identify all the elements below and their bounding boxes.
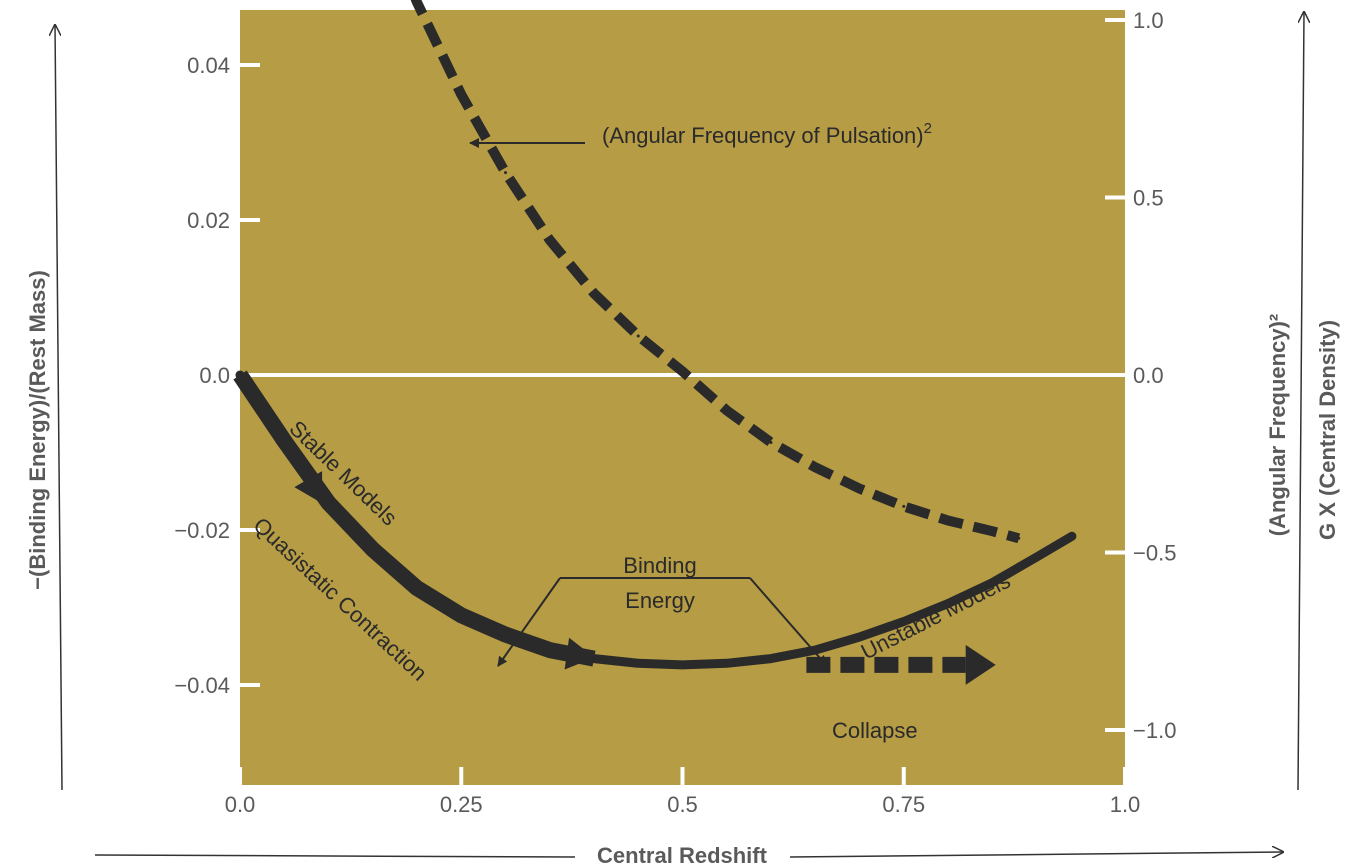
x-axis-title: Central Redshift (597, 843, 768, 868)
collapse-arrowhead (965, 644, 996, 685)
direction-arrow-stable (294, 471, 323, 504)
series-point-angular-frequency (902, 504, 906, 508)
y-right-tick-label: −1.0 (1133, 718, 1176, 743)
binding-pointer-left (497, 577, 561, 667)
series-point-binding-energy (1035, 555, 1038, 559)
direction-arrow-quasistatic (564, 637, 595, 670)
series-point-angular-frequency (415, 0, 419, 4)
series-point-binding-energy (282, 439, 286, 443)
y-right-tick-label: 0.0 (1133, 363, 1164, 388)
annotation-pulsation-text: (Angular Frequency of Pulsation) (602, 123, 924, 148)
series-point-binding-energy (1070, 534, 1074, 538)
y-right-tick-label: 1.0 (1133, 8, 1164, 33)
series-point-binding-energy (769, 657, 773, 661)
y-left-axis-title: −(Binding Energy)/(Rest Mass) (25, 270, 50, 590)
y-right-axis-title-2: G X (Central Density) (1315, 320, 1340, 540)
series-point-angular-frequency (548, 238, 552, 242)
series-point-binding-energy (636, 661, 640, 665)
series-point-binding-energy (548, 648, 552, 652)
x-axis-arrow-right (789, 852, 1283, 857)
series-point-binding-energy (725, 661, 729, 665)
series-point-binding-energy (327, 501, 330, 505)
series-line-angular-frequency (410, 0, 1021, 544)
series-point-binding-energy (415, 586, 419, 590)
x-tick-label: 1.0 (1110, 792, 1141, 817)
y-right-tick-label: −0.5 (1133, 541, 1176, 566)
series-point-angular-frequency (813, 465, 817, 469)
y-right-axis-title-1: (Angular Frequency)² (1265, 314, 1290, 536)
series-point-binding-energy (504, 633, 507, 637)
series-point-binding-energy (238, 373, 242, 377)
direction-arrow-stable-shape (294, 471, 323, 504)
series-point-binding-energy (858, 635, 861, 639)
annotation-collapse: Collapse (832, 718, 918, 743)
series-point-binding-energy (990, 581, 994, 585)
binding-pointer-right (749, 577, 827, 666)
series-point-angular-frequency (636, 334, 640, 338)
series-point-angular-frequency (769, 440, 773, 444)
ticks-layer: 0.0 0.25 0.5 0.75 1.00.040.020.0−0.02−0.041.… (174, 8, 1176, 817)
left-axis-arrow (55, 25, 63, 791)
right-axis-arrow (1297, 12, 1304, 791)
series-point-angular-frequency (1017, 536, 1021, 540)
y-left-tick-label: 0.0 (199, 363, 230, 388)
series-point-angular-frequency (681, 369, 684, 373)
x-tick-label: 0.75 (882, 792, 925, 817)
direction-arrow-quasistatic-shape (564, 637, 595, 670)
annotation-pulsation-sup: 2 (924, 120, 932, 137)
series-point-binding-energy (681, 663, 684, 667)
series-point-binding-energy (902, 619, 906, 623)
series-point-angular-frequency (946, 519, 950, 523)
annotation-pulsation: (Angular Frequency of Pulsation)2 (602, 120, 932, 148)
series-point-binding-energy (371, 547, 375, 551)
series-point-angular-frequency (858, 487, 861, 491)
series-point-angular-frequency (459, 93, 463, 97)
series-point-angular-frequency (592, 291, 596, 295)
x-axis-arrow-left (94, 854, 576, 858)
y-right-tick-label: 0.5 (1133, 186, 1164, 211)
y-left-tick-label: −0.04 (174, 673, 230, 698)
annotation-binding-1: Binding (623, 553, 696, 578)
x-tick-label: 0.5 (667, 792, 698, 817)
y-left-tick-label: 0.04 (187, 53, 230, 78)
series-point-angular-frequency (990, 529, 994, 533)
y-left-tick-label: −0.02 (174, 518, 230, 543)
series-point-binding-energy (459, 613, 463, 617)
x-tick-label: 0.25 (440, 792, 483, 817)
series-point-angular-frequency (725, 409, 729, 412)
series-point-binding-energy (946, 602, 950, 606)
series-point-angular-frequency (504, 171, 507, 175)
y-left-tick-label: 0.02 (187, 208, 230, 233)
series-layer (233, 0, 1077, 685)
annotation-binding-2: Energy (625, 588, 695, 613)
x-tick-label: 0.0 (225, 792, 256, 817)
